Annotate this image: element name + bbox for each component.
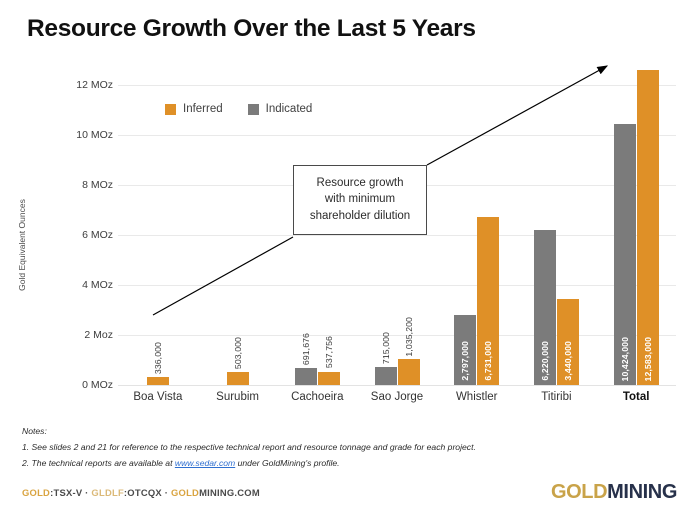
footer-ticker: GOLD:TSX-V · GLDLF:OTCQX · GOLDMINING.CO… (22, 487, 260, 498)
callout-line-2: with minimum (324, 193, 396, 206)
sedar-link[interactable]: www.sedar.com (174, 457, 236, 468)
bar-indicated[interactable]: 691,676 (294, 333, 317, 385)
bar-group: 2,797,000 6,731,000 (454, 55, 500, 385)
y-tick-label: 6 MOz (82, 229, 113, 241)
goldmining-logo: GOLDMINING (551, 481, 677, 504)
bar-indicated[interactable]: 6,220,000 (533, 229, 556, 385)
bar-group: 10,424,000 12,583,000 (613, 55, 659, 385)
ticker-website-gold: GOLD (170, 487, 200, 498)
y-tick-label: 10 MOz (76, 129, 113, 141)
y-tick-label: 8 MOz (82, 179, 113, 191)
bar-value-label: 503,000 (232, 337, 243, 370)
logo-text-mining: MINING (607, 481, 677, 503)
bar-value-label: 10,424,000 (619, 336, 630, 381)
page-title: Resource Growth Over the Last 5 Years (27, 15, 476, 42)
gridline (118, 135, 676, 136)
y-axis-tick-labels: 12 MOz 10 MOz 8 MOz 6 MOz 4 MOz 2 Moz 0 MOz (55, 55, 117, 391)
bar-indicated[interactable]: 2,797,000 (454, 315, 477, 385)
bar-value-label: 2,797,000 (460, 341, 471, 381)
x-label-total: Total (622, 391, 650, 403)
callout-line-3: shareholder dilution (309, 209, 411, 222)
ticker-separator-2: · (161, 487, 171, 498)
y-axis-title: Gold Equivalent Ounces (17, 199, 27, 291)
callout-line-1: Resource growth (316, 177, 404, 189)
bar-chart: Gold Equivalent Ounces 12 MOz 10 MOz 8 MOz… (0, 55, 699, 403)
gridline (118, 85, 676, 86)
x-label-boa-vista: Boa Vista (133, 391, 183, 403)
callout-annotation: Resource growth with minimum shareholder… (293, 165, 427, 235)
y-tick-label: 0 MOz (82, 379, 113, 391)
note-line-2: 2. The technical reports are available a… (22, 456, 476, 472)
gridline (118, 285, 676, 286)
notes-heading: Notes: (22, 426, 47, 436)
ticker-symbol-gold: GOLD (22, 487, 51, 498)
bar-inferred[interactable]: 503,000 (226, 337, 249, 385)
ticker-symbol-gldlf: GLDLF (91, 487, 124, 498)
legend-label-indicated: Indicated (265, 103, 313, 115)
bar-value-label: 1,035,200 (403, 316, 414, 357)
legend-swatch-indicated (247, 103, 259, 115)
bar-value-label: 715,000 (380, 332, 391, 365)
note-line-1: 1. See slides 2 and 21 for reference to … (22, 441, 476, 452)
y-tick-label: 12 MOz (76, 79, 113, 91)
legend-item-inferred: Inferred (165, 103, 223, 115)
legend-label-inferred: Inferred (183, 103, 223, 115)
bar-indicated[interactable]: 715,000 (374, 332, 397, 385)
bar-value-label: 12,583,000 (642, 336, 653, 381)
ticker-exchange-tsxv: :TSX-V (50, 487, 83, 498)
bar-inferred[interactable]: 3,440,000 (556, 299, 579, 385)
bar-inferred[interactable]: 12,583,000 (636, 70, 659, 385)
legend-swatch-inferred (165, 103, 176, 115)
bar-inferred[interactable]: 336,000 (146, 342, 169, 385)
bar-group: 6,220,000 3,440,000 (533, 55, 579, 385)
note-2-suffix: under GoldMining's profile. (235, 457, 340, 468)
notes-block: Notes: 1. See slides 2 and 21 for refere… (22, 424, 476, 472)
ticker-exchange-otcqx: :OTCQX (123, 487, 162, 498)
bar-value-label: 3,440,000 (562, 341, 573, 381)
ticker-separator-1: · (82, 487, 92, 498)
bar-inferred[interactable]: 1,035,200 (397, 317, 420, 385)
bar-group: 715,000 1,035,200 (374, 55, 420, 385)
bar-value-label: 336,000 (152, 341, 163, 374)
gridline (118, 385, 676, 386)
bar-value-label: 6,220,000 (539, 341, 550, 381)
legend-item-indicated: Indicated (247, 103, 313, 115)
x-axis-tick-labels: Boa Vista Surubim Cachoeira Sao Jorge Whistl… (118, 391, 676, 413)
bar-indicated[interactable]: 10,424,000 (613, 124, 636, 385)
bar-value-label: 537,756 (323, 336, 334, 369)
gridline (118, 235, 676, 236)
y-tick-label: 4 MOz (82, 279, 113, 291)
bar-group: 503,000 (226, 55, 249, 385)
x-label-surubim: Surubim (216, 391, 259, 403)
gridline (118, 335, 676, 336)
note-2-prefix: 2. The technical reports are available a… (22, 457, 175, 468)
bar-group: 691,676 537,756 (294, 55, 340, 385)
ticker-website-rest: MINING.COM (199, 487, 260, 498)
bar-value-label: 6,731,000 (483, 341, 494, 381)
bar-value-label: 691,676 (300, 332, 311, 365)
bar-group: 336,000 (146, 55, 169, 385)
bar-inferred[interactable]: 6,731,000 (477, 216, 500, 385)
x-label-sao-jorge: Sao Jorge (370, 391, 424, 403)
x-label-titiribi: Titiribi (541, 391, 572, 403)
chart-plot-area: 336,000 503,000 691,676 537,756 715,000 1,035… (118, 55, 676, 385)
x-label-cachoeira: Cachoeira (291, 391, 344, 403)
bar-inferred[interactable]: 537,756 (317, 336, 340, 385)
chart-legend: Inferred Indicated (165, 103, 312, 115)
x-label-whistler: Whistler (455, 391, 498, 403)
y-tick-label: 2 Moz (84, 329, 113, 341)
logo-text-gold: GOLD (550, 481, 608, 503)
